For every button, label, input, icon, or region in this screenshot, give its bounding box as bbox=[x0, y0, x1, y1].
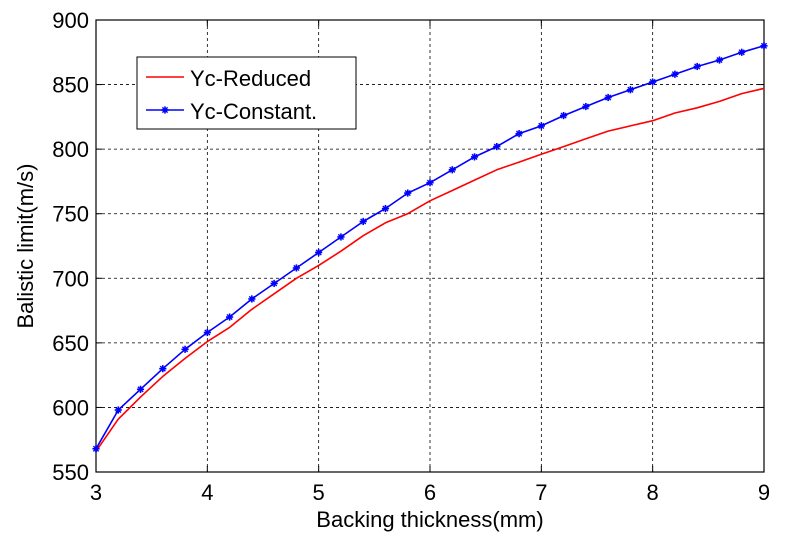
data-point-marker bbox=[693, 62, 701, 71]
data-point-marker bbox=[136, 385, 145, 393]
data-point-marker bbox=[582, 102, 590, 111]
data-point-marker bbox=[738, 48, 746, 56]
data-point-marker bbox=[715, 56, 724, 64]
y-tick-label: 700 bbox=[52, 266, 89, 291]
y-tick-label: 850 bbox=[52, 73, 89, 98]
data-point-marker bbox=[203, 328, 211, 337]
data-point-marker bbox=[359, 217, 367, 226]
x-tick-label: 4 bbox=[201, 480, 213, 505]
data-point-marker bbox=[92, 445, 100, 453]
data-point-marker bbox=[404, 189, 412, 197]
data-point-marker bbox=[560, 111, 568, 120]
legend-label-yc-constant: Yc-Constant. bbox=[190, 99, 317, 124]
data-point-marker bbox=[270, 279, 278, 288]
legend-box bbox=[136, 56, 357, 130]
y-tick-label: 650 bbox=[52, 331, 89, 356]
y-tick-label: 550 bbox=[52, 460, 89, 485]
x-tick-label: 5 bbox=[313, 480, 325, 505]
data-point-marker bbox=[604, 93, 612, 102]
data-point-marker bbox=[448, 166, 456, 174]
data-point-marker bbox=[292, 264, 300, 272]
legend: Yc-Reduced Yc-Constant. bbox=[136, 56, 357, 130]
y-tick-label: 900 bbox=[52, 8, 89, 33]
legend-star-icon bbox=[161, 106, 169, 114]
axis-ticks bbox=[95, 19, 765, 473]
data-point-marker bbox=[515, 130, 523, 138]
x-tick-label: 8 bbox=[647, 480, 659, 505]
x-axis-label: Backing thickness(mm) bbox=[316, 507, 543, 532]
data-point-marker bbox=[493, 142, 501, 151]
y-tick-label: 600 bbox=[52, 395, 89, 420]
y-axis-label: Balistic limit(m/s) bbox=[13, 164, 38, 329]
x-tick-labels: 3 4 5 6 7 8 9 bbox=[90, 480, 770, 505]
data-point-marker bbox=[760, 42, 768, 50]
data-point-marker bbox=[337, 233, 345, 241]
legend-label-yc-reduced: Yc-Reduced bbox=[190, 66, 311, 91]
data-point-marker bbox=[626, 86, 634, 94]
data-point-marker bbox=[226, 313, 234, 321]
data-point-marker bbox=[649, 78, 657, 86]
data-point-marker bbox=[159, 365, 167, 373]
data-point-marker bbox=[248, 295, 256, 303]
y-tick-label: 750 bbox=[52, 202, 89, 227]
data-point-marker bbox=[470, 153, 479, 161]
y-tick-label: 800 bbox=[52, 137, 89, 162]
x-tick-label: 3 bbox=[90, 480, 102, 505]
data-point-marker bbox=[671, 70, 679, 78]
data-point-marker bbox=[381, 204, 390, 213]
x-tick-label: 6 bbox=[424, 480, 436, 505]
data-point-marker bbox=[181, 345, 189, 353]
series-line-0 bbox=[95, 87, 765, 452]
data-point-marker bbox=[537, 122, 545, 130]
x-tick-label: 7 bbox=[535, 480, 547, 505]
series-lines bbox=[92, 42, 768, 453]
data-point-marker bbox=[315, 248, 323, 257]
y-tick-labels: 550 600 650 700 750 800 850 900 bbox=[52, 8, 89, 485]
x-tick-label: 9 bbox=[758, 480, 770, 505]
legend-marker-star bbox=[161, 106, 169, 114]
data-point-marker bbox=[426, 179, 434, 187]
data-point-marker bbox=[114, 406, 122, 414]
